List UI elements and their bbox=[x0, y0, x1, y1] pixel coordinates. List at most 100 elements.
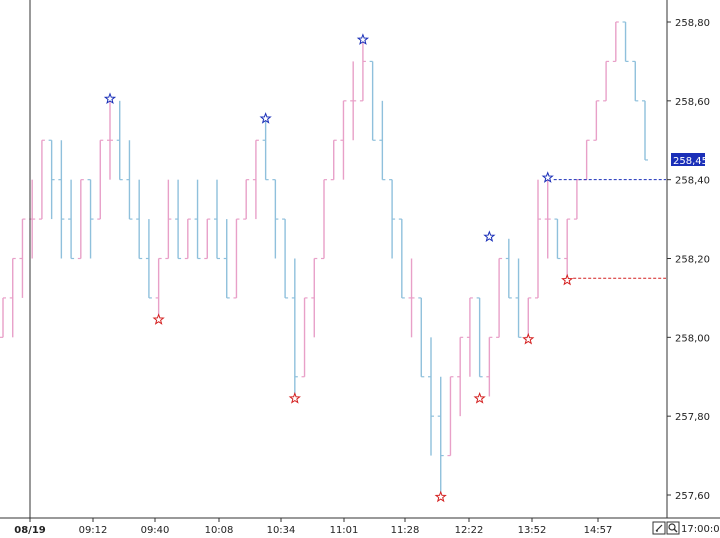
price-bar bbox=[68, 179, 75, 260]
y-tick-label: 258,40 bbox=[675, 176, 710, 187]
price-bar bbox=[466, 297, 473, 377]
pencil-square-icon[interactable] bbox=[652, 521, 666, 535]
price-bar bbox=[603, 60, 610, 102]
price-bar bbox=[97, 139, 104, 220]
x-tick-label: 09:12 bbox=[79, 525, 108, 536]
price-bar bbox=[496, 257, 503, 338]
y-tick-label: 258,80 bbox=[675, 18, 710, 29]
y-tick-label: 257,60 bbox=[675, 491, 710, 502]
price-bar bbox=[593, 100, 600, 141]
price-bar bbox=[632, 60, 639, 102]
price-bar bbox=[214, 179, 220, 260]
price-bar bbox=[359, 41, 366, 102]
price-bar bbox=[408, 258, 415, 338]
level-lines bbox=[553, 179, 666, 279]
price-bar bbox=[428, 337, 434, 456]
price-bar bbox=[554, 218, 561, 260]
swing-high-star bbox=[259, 112, 272, 124]
swing-low-star bbox=[152, 313, 165, 325]
price-bar bbox=[38, 139, 45, 220]
x-tick-label: 09:40 bbox=[141, 525, 170, 536]
price-bar bbox=[126, 140, 133, 220]
stars-layer bbox=[103, 33, 574, 503]
price-bar bbox=[282, 218, 289, 299]
price-bar bbox=[262, 120, 269, 181]
price-bar bbox=[194, 179, 201, 260]
price-bar bbox=[136, 179, 143, 260]
x-axis: 08/19 09:12 09:40 10:08 10:34 11:01 11:28 12:22… bbox=[14, 518, 612, 536]
price-bar bbox=[321, 179, 327, 260]
x-tick-label: 12:22 bbox=[455, 525, 484, 536]
y-tick-label: 257,80 bbox=[675, 412, 710, 423]
price-bar bbox=[243, 179, 250, 220]
price-bar bbox=[525, 297, 532, 338]
price-bar bbox=[564, 218, 571, 279]
price-bar bbox=[58, 140, 65, 259]
price-bar bbox=[291, 258, 298, 397]
x-tick-label: 08/19 bbox=[14, 525, 46, 536]
price-bar bbox=[437, 376, 444, 495]
price-bar bbox=[272, 179, 279, 259]
price-bar bbox=[301, 297, 308, 378]
y-tick-label: 258,20 bbox=[675, 255, 710, 266]
price-bar bbox=[457, 336, 464, 417]
x-tick-label: 10:08 bbox=[205, 525, 234, 536]
price-bar bbox=[583, 139, 590, 181]
price-bar bbox=[107, 100, 113, 180]
price-bar bbox=[544, 179, 551, 259]
price-bar bbox=[116, 100, 123, 181]
x-tick-label: 14:57 bbox=[584, 525, 613, 536]
x-tick-label: 13:52 bbox=[518, 525, 547, 536]
y-axis: 258,80 258,60 258,40 258,20 258,00 257,80 257,… bbox=[667, 18, 710, 502]
price-bar bbox=[19, 218, 26, 298]
price-bar bbox=[486, 336, 493, 397]
x-tick-label: 11:28 bbox=[391, 525, 420, 536]
corner-toolbar: 17:00:00 bbox=[652, 521, 720, 535]
price-bar bbox=[340, 100, 347, 180]
swing-low-star bbox=[288, 392, 301, 404]
swing-low-star bbox=[561, 273, 574, 286]
x-tick-label: 10:34 bbox=[267, 525, 296, 536]
price-bar bbox=[535, 179, 541, 299]
price-bar bbox=[48, 139, 55, 220]
price-bar bbox=[311, 257, 318, 338]
price-bar bbox=[330, 139, 337, 181]
price-bar bbox=[223, 219, 230, 299]
swing-high-star bbox=[356, 33, 370, 45]
price-bar bbox=[573, 179, 580, 220]
price-bar bbox=[379, 100, 386, 181]
price-bar bbox=[515, 258, 522, 338]
price-bar bbox=[204, 218, 211, 260]
swing-low-star bbox=[434, 490, 447, 503]
price-bar bbox=[175, 179, 182, 260]
price-bar bbox=[87, 179, 94, 259]
price-bar bbox=[622, 21, 629, 63]
bars-layer bbox=[0, 21, 648, 495]
price-bar bbox=[642, 100, 648, 161]
x-tick-label: 11:01 bbox=[330, 525, 359, 536]
magnifier-icon[interactable] bbox=[666, 521, 680, 535]
price-bar bbox=[9, 257, 16, 338]
price-bar bbox=[184, 218, 191, 260]
price-bar bbox=[233, 218, 240, 299]
swing-low-star bbox=[473, 392, 486, 404]
price-bar bbox=[252, 139, 259, 220]
y-tick-label: 258,60 bbox=[675, 97, 710, 108]
price-bar bbox=[389, 179, 396, 259]
price-bar bbox=[447, 376, 454, 457]
price-bar bbox=[165, 179, 172, 260]
price-bar bbox=[350, 61, 357, 141]
end-time: 17:00:00 bbox=[681, 524, 720, 535]
swing-low-star bbox=[522, 332, 535, 345]
price-bar bbox=[505, 238, 512, 299]
price-bar bbox=[418, 297, 425, 378]
last-price-label: 258,45 bbox=[673, 156, 708, 167]
price-bar bbox=[369, 60, 376, 141]
price-bar bbox=[398, 218, 405, 299]
last-price-badge: 258,45 bbox=[671, 153, 708, 167]
price-bar bbox=[77, 179, 84, 260]
swing-high-star bbox=[483, 230, 496, 242]
price-bar bbox=[155, 257, 162, 318]
price-bar bbox=[612, 21, 619, 63]
